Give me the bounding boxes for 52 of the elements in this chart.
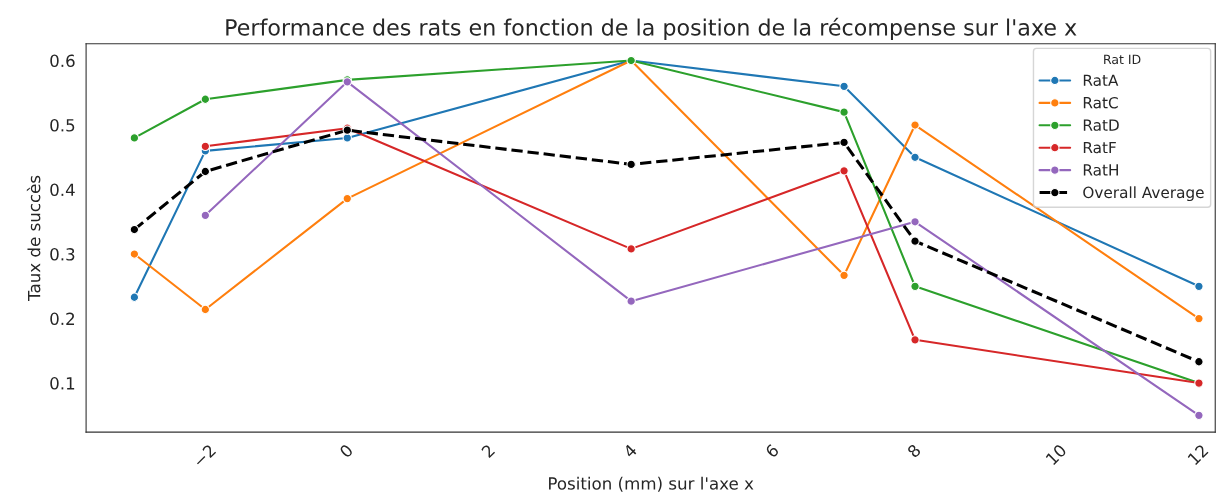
point <box>1194 357 1204 367</box>
x-tick-label: 12 <box>1187 443 1209 466</box>
x-tick-label: 4 <box>622 443 638 459</box>
chart-title: Performance des rats en fonction de la position de la récompense sur l'axe x <box>226 17 1077 41</box>
x-tick-label: 10 <box>1045 443 1068 466</box>
point <box>342 193 352 204</box>
point <box>200 141 211 152</box>
legend-label: RatC <box>1083 96 1118 109</box>
point <box>200 94 211 104</box>
x-tick-label: 6 <box>764 443 780 459</box>
point <box>626 296 636 306</box>
y-tick-label: 0.2 <box>50 312 75 326</box>
point <box>129 249 140 259</box>
legend-label: RatH <box>1083 164 1118 176</box>
legend-title: Rat ID <box>1104 54 1141 65</box>
point <box>910 281 920 291</box>
point <box>200 304 211 315</box>
point <box>342 133 352 143</box>
point <box>910 120 920 130</box>
y-tick-label: 0.4 <box>50 183 75 197</box>
x-tick-label: 0 <box>338 443 354 459</box>
x-axis-title: Position (mm) sur l'axe x <box>549 476 754 492</box>
legend-label: Overall Average <box>1083 186 1204 202</box>
x-tick-label: 2 <box>480 443 496 459</box>
y-tick-label: 0.5 <box>50 119 75 132</box>
point <box>129 292 140 302</box>
point <box>839 137 849 148</box>
point <box>1194 410 1204 420</box>
x-tick-label: −2 <box>192 443 217 468</box>
point <box>1194 281 1204 291</box>
y-tick-label: 0.3 <box>50 248 75 261</box>
point <box>200 210 211 221</box>
point <box>910 152 920 162</box>
legend-label: RatA <box>1083 74 1119 87</box>
point <box>839 270 849 281</box>
point <box>626 159 636 170</box>
y-tick-label: 0.6 <box>50 54 75 68</box>
point <box>910 217 920 227</box>
legend-label: RatF <box>1083 141 1116 154</box>
point <box>129 133 140 143</box>
point <box>910 236 920 246</box>
point <box>200 166 211 177</box>
point <box>910 335 920 345</box>
legend-label: RatD <box>1083 119 1119 131</box>
point <box>839 81 849 92</box>
y-tick-label: 0.1 <box>50 377 75 390</box>
point <box>839 107 849 117</box>
x-tick-label: 8 <box>906 443 922 459</box>
point <box>839 166 849 176</box>
point <box>626 244 636 254</box>
point <box>129 224 140 235</box>
y-axis-title: Taux de succès <box>26 175 41 301</box>
